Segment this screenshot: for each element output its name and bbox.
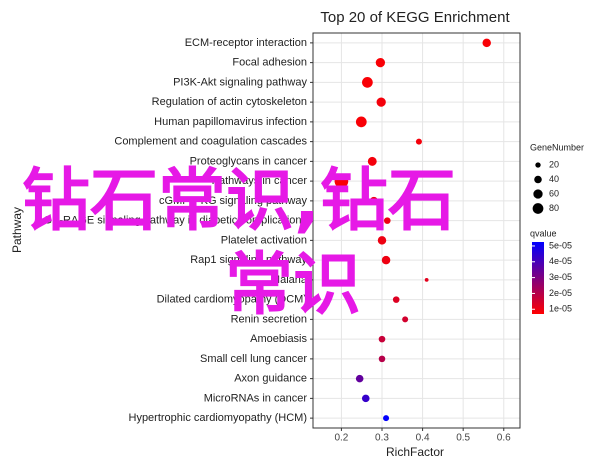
- x-tick-label: 0.3: [375, 433, 389, 444]
- y-tick-label: Amoebiasis: [250, 333, 307, 345]
- y-tick-label: Pathways in cancer: [212, 175, 308, 187]
- point: [381, 255, 391, 265]
- point: [402, 316, 409, 323]
- point: [482, 38, 491, 48]
- point: [377, 236, 387, 245]
- y-tick-label: Platelet activation: [221, 234, 307, 246]
- y-tick-label: Human papillomavirus infection: [154, 116, 307, 128]
- point: [378, 355, 386, 363]
- point: [361, 394, 370, 403]
- color-legend-title: qvalue: [530, 228, 557, 238]
- point: [424, 277, 429, 282]
- y-axis-label: Pathway: [10, 207, 24, 253]
- size-legend-key: [535, 162, 541, 168]
- y-tick-label: Hypertrophic cardiomyopathy (HCM): [129, 412, 308, 424]
- x-tick-label: 0.6: [497, 433, 511, 444]
- y-tick-label: Complement and coagulation cascades: [114, 136, 307, 148]
- point: [376, 97, 386, 107]
- colorbar-label: 2e-05: [549, 288, 572, 298]
- y-tick-label: Proteoglycans in cancer: [190, 155, 308, 167]
- colorbar-label: 3e-05: [549, 272, 572, 282]
- y-tick-label: cGMP-PKG signaling pathway: [159, 195, 307, 207]
- y-tick-label: Rap1 signaling pathway: [190, 254, 307, 266]
- y-tick-label: PI3K-Akt signaling pathway: [173, 76, 307, 88]
- point: [367, 156, 377, 166]
- plot-border: [312, 32, 521, 429]
- x-tick-label: 0.5: [456, 433, 470, 444]
- size-legend-key: [532, 203, 544, 214]
- y-tick-label: Renin secretion: [231, 313, 307, 325]
- point: [369, 196, 378, 205]
- y-tick-label: ECM-receptor interaction: [185, 37, 307, 49]
- x-tick-label: 0.4: [416, 433, 430, 444]
- y-tick-label: Regulation of actin cytoskeleton: [152, 96, 307, 108]
- point: [378, 335, 386, 343]
- y-tick-label: Small cell lung cancer: [200, 353, 307, 365]
- size-legend-label: 40: [549, 174, 559, 184]
- point: [392, 296, 400, 303]
- watermark-line: 常识: [225, 246, 362, 325]
- colorbar-label: 5e-05: [549, 240, 572, 250]
- x-axis-label: RichFactor: [386, 445, 444, 459]
- y-tick-label: AGE-RAGE signaling pathway in diabetic c…: [36, 215, 307, 227]
- y-tick-label: Dilated cardiomyopathy (DCM): [157, 294, 307, 306]
- point: [362, 77, 373, 88]
- point: [383, 415, 390, 422]
- colorbar: [532, 242, 544, 314]
- point: [375, 57, 386, 68]
- watermark-line: 钻石常识,钻石: [22, 162, 456, 241]
- y-tick-label: Axon guidance: [234, 373, 307, 385]
- point: [334, 174, 349, 188]
- size-legend-label: 20: [549, 159, 559, 169]
- size-legend-title: GeneNumber: [530, 142, 584, 152]
- size-legend-label: 80: [549, 203, 559, 213]
- y-tick-label: MicroRNAs in cancer: [204, 392, 308, 404]
- x-tick-label: 0.2: [334, 433, 348, 444]
- point: [383, 217, 391, 224]
- y-tick-label: Malaria: [271, 274, 308, 286]
- point: [415, 138, 422, 145]
- point: [355, 374, 364, 383]
- chart-title: Top 20 of KEGG Enrichment: [320, 9, 510, 26]
- size-legend-key: [534, 175, 542, 184]
- y-tick-label: Focal adhesion: [232, 57, 307, 69]
- colorbar-label: 1e-05: [549, 304, 572, 314]
- plot-panel: [313, 33, 520, 428]
- size-legend-key: [533, 189, 543, 199]
- size-legend-label: 60: [549, 188, 559, 198]
- colorbar-label: 4e-05: [549, 256, 572, 266]
- point: [355, 116, 367, 128]
